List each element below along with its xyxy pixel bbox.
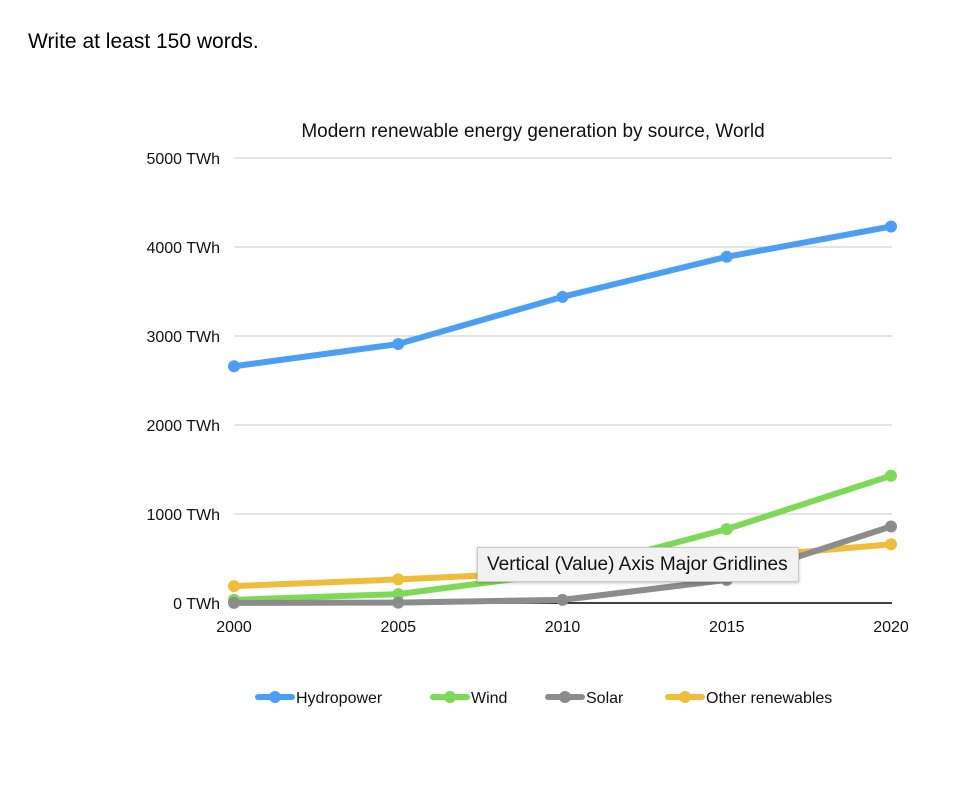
legend-item[interactable]: Hydropower: [255, 690, 383, 707]
legend-item[interactable]: Solar: [545, 690, 624, 707]
data-point[interactable]: [885, 520, 897, 533]
legend-swatch-marker: [444, 691, 456, 703]
instruction-text: Write at least 150 words.: [28, 30, 259, 53]
legend[interactable]: Hydropower Wind Solar Other renewables: [255, 690, 832, 707]
legend-swatch-marker: [269, 691, 281, 703]
legend-label: Wind: [471, 690, 507, 707]
y-tick-label: 2000 TWh: [146, 418, 220, 435]
x-tick-label: 2020: [873, 619, 909, 636]
legend-label: Other renewables: [706, 690, 832, 707]
gridlines-tooltip: Vertical (Value) Axis Major Gridlines: [477, 547, 799, 582]
x-tick-label: 2005: [380, 619, 416, 636]
legend-label: Solar: [586, 690, 624, 707]
series-hydropower[interactable]: [228, 220, 897, 373]
legend-item[interactable]: Wind: [430, 690, 507, 707]
data-point[interactable]: [885, 220, 897, 233]
data-point[interactable]: [392, 338, 405, 351]
data-point[interactable]: [556, 593, 569, 606]
data-point[interactable]: [885, 538, 897, 551]
x-tick-label: 2015: [709, 619, 745, 636]
y-tick-label: 4000 TWh: [146, 240, 220, 257]
data-point[interactable]: [392, 573, 405, 586]
axes: 0 TWh 1000 TWh 2000 TWh 3000 TWh 4000 TWh 500…: [146, 151, 908, 636]
series-wind[interactable]: [228, 469, 897, 606]
data-point[interactable]: [228, 360, 240, 373]
gridlines[interactable]: [234, 157, 892, 515]
y-tick-label: 0 TWh: [173, 596, 220, 613]
x-tick-label: 2000: [216, 619, 252, 636]
legend-swatch-marker: [559, 691, 571, 703]
y-tick-label: 3000 TWh: [146, 329, 220, 346]
data-point[interactable]: [885, 469, 897, 482]
y-tick-label: 1000 TWh: [146, 507, 220, 524]
legend-item[interactable]: Other renewables: [665, 690, 832, 707]
data-point[interactable]: [392, 596, 405, 609]
data-point[interactable]: [556, 290, 569, 303]
y-tick-label: 5000 TWh: [146, 151, 220, 168]
x-tick-label: 2010: [545, 619, 581, 636]
legend-label: Hydropower: [296, 690, 383, 707]
chart-title: Modern renewable energy generation by so…: [301, 121, 764, 142]
data-point[interactable]: [392, 588, 405, 601]
data-point[interactable]: [228, 580, 240, 593]
legend-swatch-marker: [679, 691, 691, 703]
data-point[interactable]: [720, 250, 733, 263]
data-point[interactable]: [720, 523, 733, 536]
data-point[interactable]: [228, 596, 240, 609]
